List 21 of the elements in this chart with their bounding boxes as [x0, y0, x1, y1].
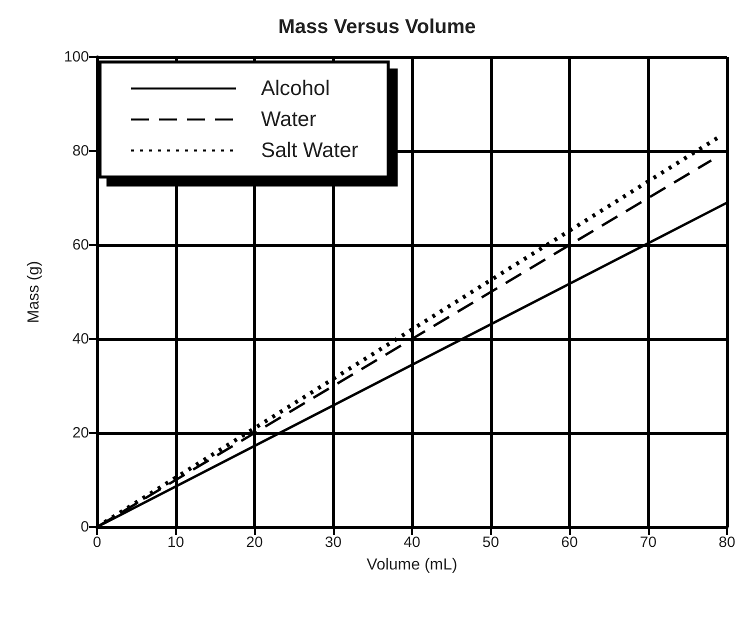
x-tick-label: 70: [640, 534, 657, 551]
x-tick-label: 80: [718, 534, 736, 551]
y-tick-label: 0: [80, 518, 89, 536]
x-tick-label: 60: [561, 534, 578, 551]
x-tick-label: 30: [324, 534, 342, 551]
legend-label: Salt Water: [261, 139, 358, 162]
y-tick-label: 60: [72, 236, 89, 254]
y-axis-title: Mass (g): [26, 260, 42, 324]
legend-label: Alcohol: [261, 77, 330, 100]
x-tick-label: 0: [92, 534, 102, 551]
legend-label: Water: [261, 108, 316, 131]
x-axis-title: Volume (mL): [366, 556, 458, 574]
x-tick-label: 20: [246, 534, 263, 551]
x-tick-label: 40: [404, 534, 420, 551]
y-tick-label: 40: [72, 330, 89, 348]
x-tick-label: 10: [167, 534, 184, 551]
chart-title: Mass Versus Volume: [278, 16, 476, 38]
y-tick-label: 100: [64, 48, 89, 66]
x-tick-label: 50: [482, 534, 500, 551]
y-tick-label: 20: [72, 424, 89, 442]
y-tick-label: 80: [72, 142, 89, 160]
